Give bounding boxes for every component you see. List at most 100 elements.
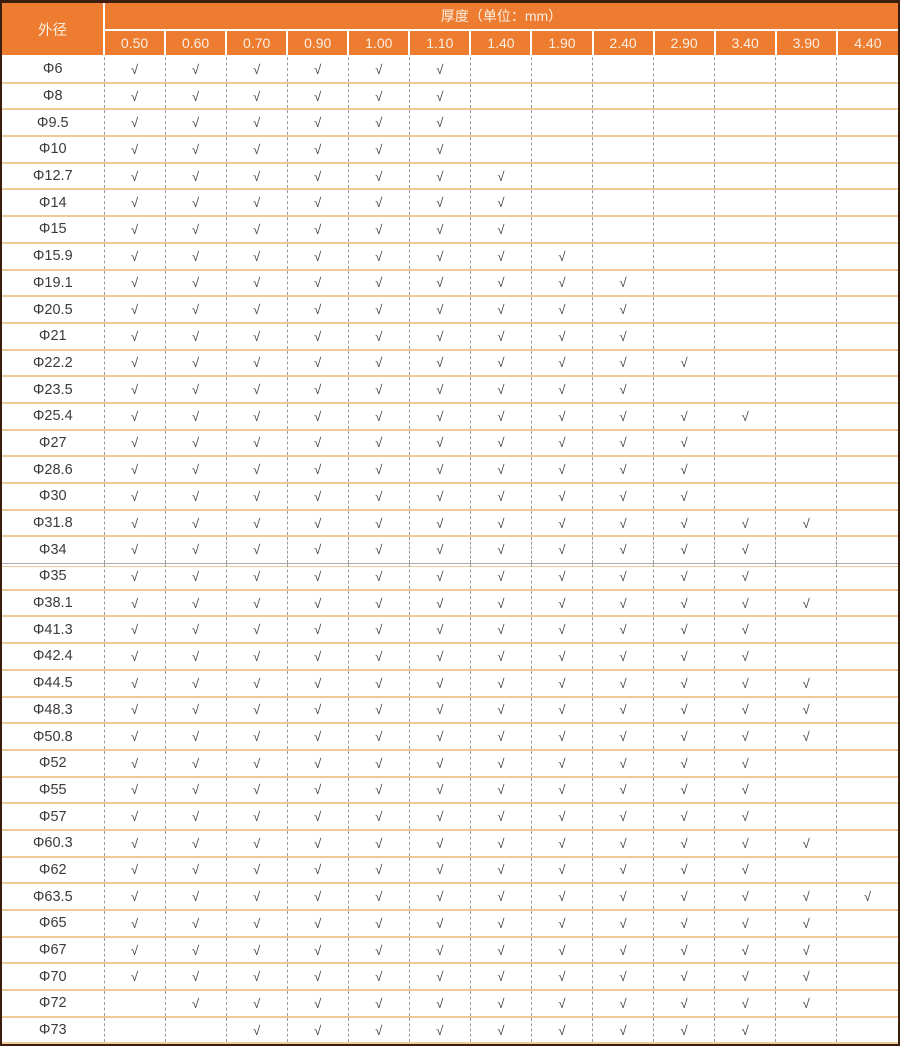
check-cell: √ — [775, 722, 838, 750]
check-cell: √ — [287, 935, 349, 964]
check-cell: √ — [287, 55, 349, 83]
row-label-diameter: Φ57 — [2, 802, 105, 830]
check-cell: √ — [165, 108, 227, 137]
check-cell: √ — [104, 802, 166, 830]
row-label-diameter: Φ19.1 — [2, 268, 105, 297]
check-cell: √ — [592, 348, 655, 377]
check-cell: √ — [531, 909, 594, 937]
check-cell: √ — [714, 401, 777, 430]
check-cell: √ — [592, 508, 655, 537]
outer-diameter-header: 外径 — [2, 3, 105, 57]
check-cell: √ — [653, 562, 716, 590]
row-label-diameter: Φ30 — [2, 482, 105, 510]
table-row: Φ38.1 √ √ √ √ √ √ √ √ √ √ √ √ — [2, 588, 898, 617]
check-cell: √ — [470, 161, 532, 190]
check-cell: √ — [226, 855, 288, 884]
check-cell: √ — [287, 161, 349, 190]
empty-cell — [836, 348, 898, 377]
empty-cell — [714, 81, 777, 110]
check-cell: √ — [287, 668, 349, 697]
check-cell: √ — [714, 562, 777, 590]
thickness-column-header: 0.70 — [225, 29, 289, 57]
table-row: Φ55 √ √ √ √ √ √ √ √ √ √ √ — [2, 775, 898, 804]
empty-cell — [775, 268, 838, 297]
check-cell: √ — [531, 935, 594, 964]
check-cell: √ — [348, 802, 410, 830]
check-cell: √ — [531, 642, 594, 670]
check-cell: √ — [226, 989, 288, 1017]
row-label-diameter: Φ41.3 — [2, 615, 105, 644]
check-cell: √ — [165, 775, 227, 804]
empty-cell — [531, 108, 594, 137]
check-cell: √ — [104, 348, 166, 377]
check-cell: √ — [287, 642, 349, 670]
check-cell: √ — [714, 935, 777, 964]
check-cell: √ — [287, 775, 349, 804]
table-row: Φ15.9 √ √ √ √ √ √ √ √ — [2, 241, 898, 270]
check-cell: √ — [775, 508, 838, 537]
check-cell: √ — [409, 828, 471, 857]
check-cell: √ — [165, 482, 227, 510]
check-cell: √ — [226, 241, 288, 270]
check-cell: √ — [226, 348, 288, 377]
empty-cell — [836, 695, 898, 724]
row-label-diameter: Φ65 — [2, 909, 105, 937]
check-cell: √ — [592, 748, 655, 777]
check-cell: √ — [409, 348, 471, 377]
check-cell: √ — [592, 482, 655, 510]
check-cell: √ — [104, 748, 166, 777]
check-cell: √ — [226, 535, 288, 564]
check-cell: √ — [531, 535, 594, 564]
empty-cell — [836, 855, 898, 884]
check-cell: √ — [409, 989, 471, 1017]
check-cell: √ — [531, 562, 594, 590]
check-cell: √ — [165, 695, 227, 724]
check-cell: √ — [348, 428, 410, 457]
check-cell: √ — [714, 1015, 777, 1045]
check-cell: √ — [409, 935, 471, 964]
empty-cell — [836, 615, 898, 644]
row-label-diameter: Φ10 — [2, 135, 105, 163]
check-cell: √ — [714, 802, 777, 830]
check-cell: √ — [714, 909, 777, 937]
check-cell: √ — [226, 268, 288, 297]
check-cell: √ — [104, 535, 166, 564]
check-cell: √ — [592, 588, 655, 617]
check-cell: √ — [226, 375, 288, 403]
check-cell: √ — [165, 642, 227, 670]
table-row: Φ52 √ √ √ √ √ √ √ √ √ √ √ — [2, 748, 898, 777]
empty-cell — [653, 135, 716, 163]
check-cell: √ — [592, 722, 655, 750]
empty-cell — [531, 135, 594, 163]
check-cell: √ — [592, 615, 655, 644]
empty-cell — [836, 962, 898, 991]
check-cell: √ — [653, 588, 716, 617]
empty-cell — [653, 241, 716, 270]
empty-cell — [653, 321, 716, 350]
check-cell: √ — [104, 562, 166, 590]
row-label-diameter: Φ67 — [2, 935, 105, 964]
empty-cell — [653, 55, 716, 83]
check-cell: √ — [165, 802, 227, 830]
empty-cell — [531, 188, 594, 217]
check-cell: √ — [592, 401, 655, 430]
check-cell: √ — [226, 748, 288, 777]
check-cell: √ — [592, 775, 655, 804]
check-cell: √ — [348, 935, 410, 964]
row-label-diameter: Φ70 — [2, 962, 105, 991]
check-cell: √ — [470, 348, 532, 377]
empty-cell — [836, 455, 898, 483]
check-cell: √ — [287, 295, 349, 323]
row-label-diameter: Φ25.4 — [2, 401, 105, 430]
check-cell: √ — [531, 241, 594, 270]
check-cell: √ — [348, 81, 410, 110]
check-cell: √ — [165, 909, 227, 937]
check-cell: √ — [409, 695, 471, 724]
check-cell: √ — [348, 535, 410, 564]
check-cell: √ — [226, 882, 288, 910]
check-cell: √ — [348, 241, 410, 270]
table-header: 外径 厚度（单位：mm） 0.50 0.60 0.70 0.90 1.00 1.10 1.4… — [2, 3, 898, 57]
table-row: Φ31.8 √ √ √ √ √ √ √ √ √ √ √ √ — [2, 508, 898, 537]
empty-cell — [592, 55, 655, 83]
check-cell: √ — [592, 855, 655, 884]
